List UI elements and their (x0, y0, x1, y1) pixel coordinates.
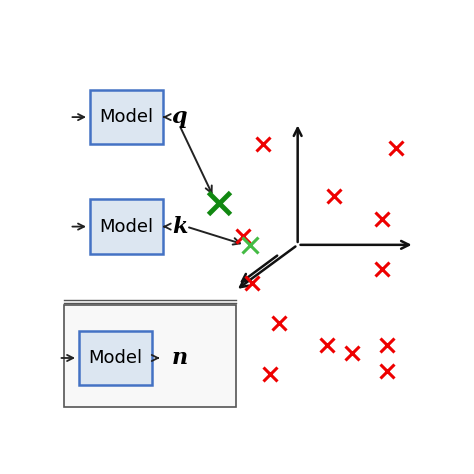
Text: k: k (172, 216, 187, 237)
Text: Model: Model (99, 108, 153, 126)
FancyBboxPatch shape (64, 305, 236, 407)
FancyBboxPatch shape (90, 90, 163, 145)
Text: n: n (172, 347, 188, 369)
Text: Model: Model (99, 218, 153, 236)
FancyBboxPatch shape (79, 331, 152, 385)
Text: Model: Model (88, 349, 142, 367)
FancyBboxPatch shape (90, 199, 163, 254)
Text: q: q (172, 106, 187, 128)
